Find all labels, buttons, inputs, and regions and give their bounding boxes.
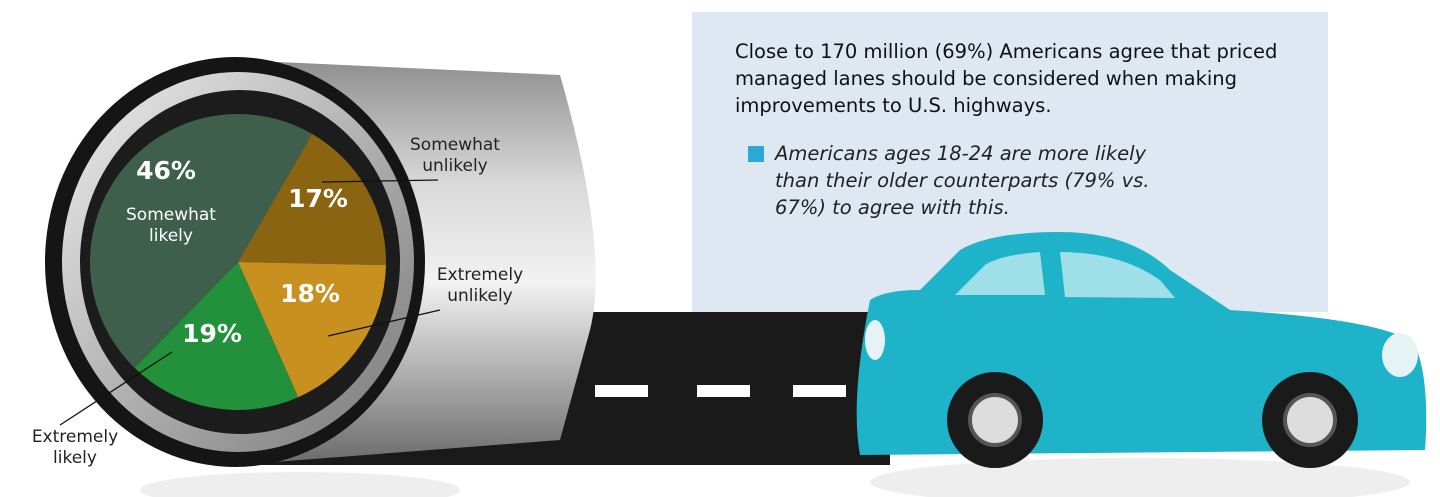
hubcap	[1285, 395, 1335, 445]
value-label: 18%	[270, 279, 350, 308]
headlight	[1382, 333, 1418, 377]
value-label: 19%	[172, 319, 252, 348]
infographic: Close to 170 million (69%) Americans agr…	[0, 0, 1440, 497]
taillight	[865, 320, 885, 360]
shadow	[140, 472, 460, 497]
hubcap	[970, 395, 1020, 445]
category-label: Extremely likely	[20, 427, 130, 469]
category-label: Somewhat likely	[126, 205, 216, 247]
lane-dash	[595, 385, 648, 397]
lane-dash	[793, 385, 846, 397]
bullet-text: Americans ages 18-24 are more likely tha…	[775, 140, 1175, 221]
value-label: 46%	[126, 156, 206, 185]
value-label: 17%	[278, 184, 358, 213]
bullet-marker	[748, 146, 764, 162]
lane-dash	[697, 385, 750, 397]
category-label: Somewhat unlikely	[400, 135, 510, 177]
category-label: Extremely unlikely	[425, 265, 535, 307]
headline: Close to 170 million (69%) Americans agr…	[735, 38, 1295, 119]
